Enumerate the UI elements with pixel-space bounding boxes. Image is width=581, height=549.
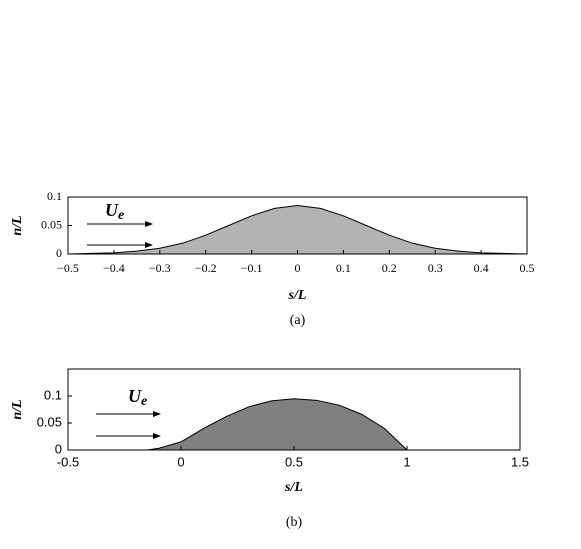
y-tick-label: 0 — [55, 441, 62, 456]
caption: (b) — [286, 515, 303, 530]
x-tick-label: 0 — [177, 454, 184, 469]
x-tick-label: 1.5 — [511, 454, 529, 469]
x-tick-label: 0.1 — [336, 261, 351, 275]
annotation-subscript: e — [141, 394, 147, 409]
x-tick-label: −0.2 — [195, 261, 217, 275]
x-tick-label: 0 — [295, 261, 301, 275]
annotation: Ue — [128, 386, 147, 409]
area — [67, 205, 528, 255]
caption: (a) — [290, 313, 306, 328]
area — [68, 398, 520, 451]
x-tick-label: 0.4 — [474, 261, 489, 275]
y-axis-label: n/L — [10, 215, 25, 235]
y-tick-label: 0.05 — [37, 414, 62, 429]
y-tick-label: 0.1 — [44, 387, 62, 402]
y-tick-label: 0.1 — [47, 189, 62, 203]
chart: −0.5 −0.4 −0.3 −0.2 −0.1 0 0.1 0.2 0.3 0.4 0.5 0 0.0… — [10, 189, 534, 328]
x-tick-label: 0.5 — [520, 261, 535, 275]
x-tick-label: -0.5 — [57, 454, 79, 469]
x-tick-label: 0.3 — [428, 261, 443, 275]
annotation-text: U — [105, 200, 119, 220]
x-tick-label: −0.5 — [57, 261, 79, 275]
annotation-subscript: e — [118, 208, 124, 223]
y-tick-label: 0 — [56, 246, 62, 260]
x-tick-label: −0.1 — [241, 261, 263, 275]
x-tick-label: 0.2 — [382, 261, 397, 275]
x-tick-label: −0.4 — [103, 261, 125, 275]
y-axis-label: n/L — [10, 399, 25, 419]
x-axis-label: s/L — [284, 480, 303, 495]
annotation: Ue — [105, 200, 124, 223]
x-tick-label: −0.3 — [149, 261, 171, 275]
annotation-text: U — [128, 386, 142, 406]
y-tick-label: 0.05 — [41, 217, 62, 231]
x-axis-label: s/L — [288, 288, 307, 303]
chart: -0.5 0 0.5 1 1.500.050.1s/Ln/L(b)Ue — [10, 368, 529, 530]
x-tick-label: 1 — [403, 454, 410, 469]
x-tick-label: 0.5 — [285, 454, 303, 469]
